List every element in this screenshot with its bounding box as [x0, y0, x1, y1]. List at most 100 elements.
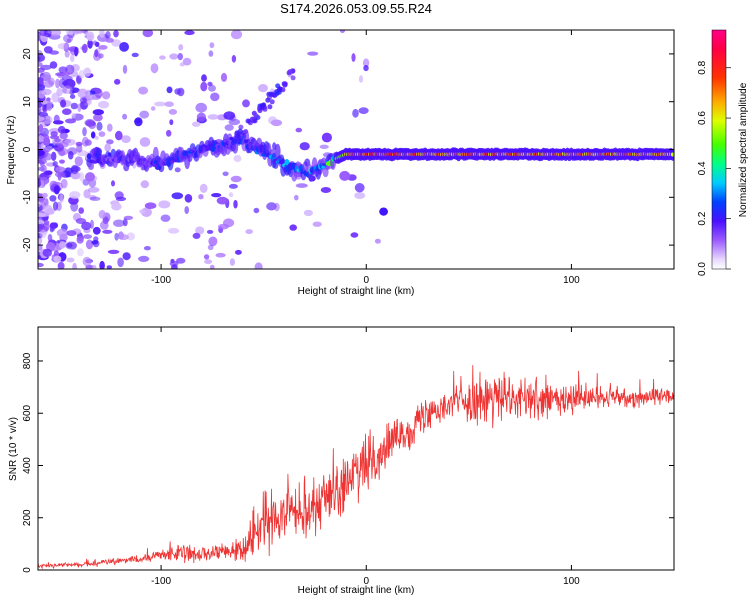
spectrogram-noise-cell	[117, 257, 124, 268]
spectrogram-noise-cell	[211, 193, 222, 198]
spectrogram-noise-cell	[46, 97, 51, 102]
spectrogram-noise-cell	[115, 130, 123, 141]
spectrogram-streak-cell	[230, 140, 236, 145]
spectrogram-noise-cell	[78, 207, 84, 214]
spectrogram-noise-cell	[174, 167, 181, 173]
spectrogram-noise-cell	[170, 258, 175, 264]
spectrogram-noise-cell	[362, 58, 370, 68]
spectrogram-noise-cell	[184, 206, 189, 215]
spectrogram-noise-cell	[85, 239, 94, 250]
spectrogram-y-label: Frequency (Hz)	[6, 116, 17, 185]
spectrogram-noise-cell	[102, 229, 113, 234]
spectrogram-noise-cell	[100, 220, 109, 230]
spectrogram-noise-cell	[223, 111, 236, 120]
colorbar-frame	[711, 29, 727, 270]
spectrogram-noise-cell	[60, 99, 67, 108]
spectrogram-noise-cell	[138, 255, 150, 262]
spectrogram-noise-cell	[84, 139, 92, 146]
spectrogram-noise-cell	[91, 240, 99, 245]
spectrogram-noise-cell	[67, 150, 74, 160]
spectrogram-noise-cell	[154, 101, 166, 107]
spectrogram-noise-cell	[139, 137, 151, 147]
spectrogram-noise-cell	[72, 262, 77, 269]
spectrogram-ridge-core	[91, 160, 99, 164]
spectrogram-noise-cell	[215, 252, 226, 258]
spectrogram-noise-cell	[55, 78, 60, 89]
spectrogram-noise-cell	[64, 50, 70, 58]
spectrogram-noise-cell	[70, 102, 79, 110]
spectrogram-noise-cell	[203, 254, 210, 260]
spectrogram-x-label: Height of straight line (km)	[298, 286, 415, 297]
spectrogram-noise-cell	[53, 255, 62, 263]
spectrogram-noise-cell	[228, 183, 238, 189]
spectrogram-x-tick-label: -100	[151, 275, 171, 286]
spectrogram-noise-cell	[270, 119, 283, 127]
spectrogram-noise-cell	[77, 103, 82, 112]
spectrogram-noise-cell	[61, 85, 73, 95]
spectrogram-noise-cell	[106, 139, 114, 145]
snr-y-tick-label: 200	[22, 509, 33, 526]
spectrogram-noise-cell	[192, 232, 201, 239]
spectrogram-noise-cell	[159, 55, 166, 60]
spectrogram-noise-cell	[111, 180, 115, 187]
spectrogram-y-tick-label: 20	[22, 48, 33, 60]
spectrogram-noise-cell	[105, 37, 114, 43]
spectrogram-noise-cell	[199, 183, 208, 193]
spectrogram-noise-cell	[358, 107, 369, 114]
spectrogram-noise-cell	[85, 172, 95, 182]
spectrogram-noise-cell	[85, 94, 98, 101]
spectrogram-noise-cell	[198, 194, 204, 200]
spectrogram-noise-cell	[111, 39, 122, 47]
spectrogram-noise-cell	[182, 57, 192, 66]
figure-title: S174.2026.053.09.55.R24	[280, 1, 432, 16]
spectrogram-noise-cell	[98, 131, 106, 137]
spectrogram-noise-cell	[83, 67, 92, 77]
spectrogram-noise-cell	[339, 170, 351, 181]
spectrogram-noise-cell	[201, 74, 207, 82]
snr-y-tick-label: 800	[22, 352, 33, 369]
spectrogram-streak-cell	[269, 99, 275, 105]
spectrogram-noise-cell	[94, 49, 99, 58]
spectrogram-noise-cell	[139, 110, 150, 119]
spectrogram-ridge-core	[670, 152, 674, 157]
spectrogram-noise-cell	[174, 88, 181, 95]
spectrogram-noise-cell	[49, 222, 56, 232]
spectrogram-ridge-core	[284, 159, 290, 166]
spectrogram-noise-cell	[204, 259, 213, 265]
spectrogram-noise-cell	[166, 86, 173, 94]
spectrogram-noise-cell	[59, 241, 66, 249]
spectrogram-noise-cell	[49, 195, 57, 202]
spectrogram-noise-cell	[158, 200, 171, 209]
colorbar-ticks: 0.0 0.2 0.4 0.6 0.8	[697, 60, 731, 276]
spectrogram-noise-cell	[122, 113, 128, 120]
spectrogram-noise-cell	[74, 156, 84, 167]
snr-series-line	[38, 365, 674, 570]
spectrogram-noise-cell	[83, 189, 91, 199]
spectrogram-noise-cell	[42, 192, 48, 199]
spectrogram-noise-cell	[52, 201, 59, 211]
spectrogram-noise-cell	[58, 125, 66, 134]
spectrogram-noise-cell	[76, 236, 84, 244]
spectrogram-noise-cell	[78, 70, 85, 79]
spectrogram-noise-cell	[363, 65, 369, 72]
spectrogram-noise-cell	[150, 106, 156, 111]
spectrogram-noise-cell	[107, 249, 120, 254]
spectrogram-noise-cell	[38, 102, 43, 109]
spectrogram-noise-cell	[354, 183, 365, 193]
spectrogram-noise-cell	[61, 75, 73, 82]
spectrogram-noise-cell	[38, 224, 45, 229]
spectrogram-noise-cell	[81, 221, 92, 231]
spectrogram-noise-cell	[134, 117, 143, 127]
snr-x-tick-label: 0	[363, 576, 369, 587]
spectrogram-noise-cell	[62, 71, 71, 76]
snr-panel: -100 0 100 0 200 400 600 800 Height of straight…	[8, 326, 675, 596]
spectrogram-streak-cell	[235, 133, 241, 139]
spectrogram-noise-cell	[354, 192, 366, 199]
spectrogram-noise-cell	[294, 194, 299, 201]
spectrogram-noise-cell	[53, 185, 60, 195]
spectrogram-noise-cell	[114, 232, 119, 241]
spectrogram-noise-cell	[58, 66, 68, 74]
